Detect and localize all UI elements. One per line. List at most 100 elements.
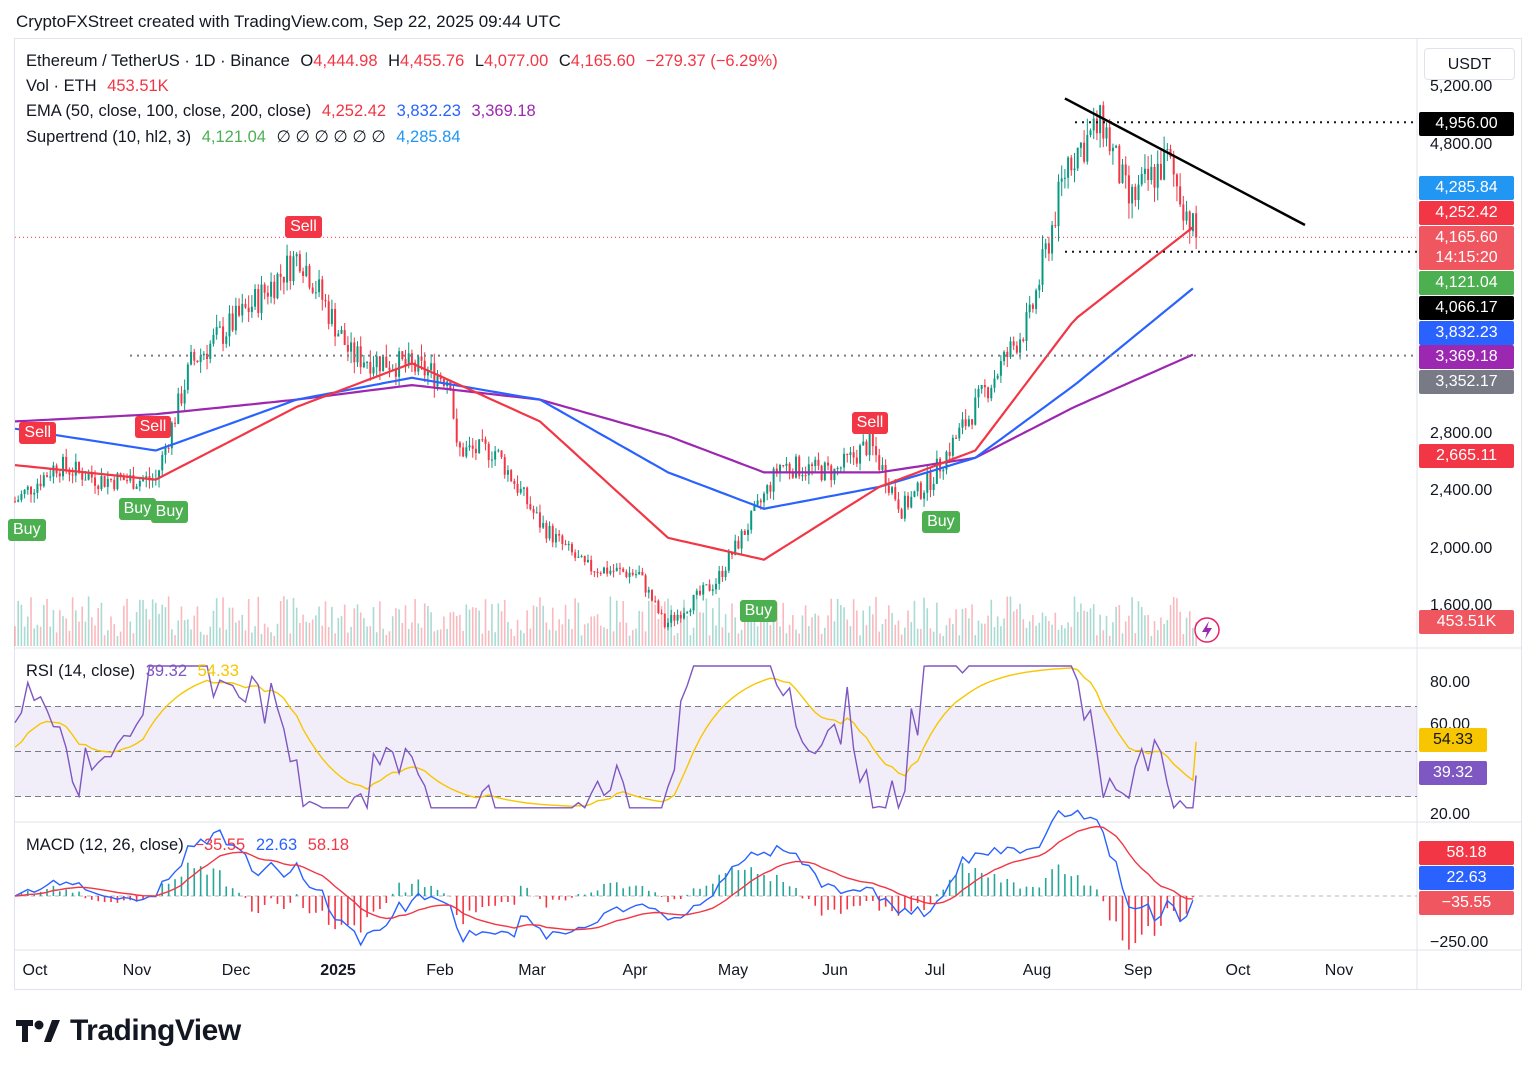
price-axis-label: 2,800.00 (1430, 425, 1493, 442)
candle-body (183, 389, 186, 404)
macd-label[interactable]: MACD (12, 26, close) (26, 836, 184, 854)
volume-bar (292, 598, 295, 646)
volume-bar (987, 615, 989, 646)
volume-bar (548, 629, 551, 646)
volume-bar (888, 605, 890, 646)
time-axis-label: Jun (822, 962, 848, 979)
volume-bar (139, 599, 141, 646)
macd-histogram-bar (180, 876, 183, 896)
candle-body (1019, 339, 1022, 353)
volume-bar (615, 600, 618, 646)
volume-bar (187, 619, 189, 646)
macd-histogram-bar (167, 883, 170, 896)
volume-bar (529, 628, 532, 646)
candle-body (519, 488, 522, 493)
volume-bar (241, 614, 244, 646)
volume-bar (532, 605, 535, 646)
candle-body (394, 369, 397, 377)
candle-body (577, 556, 580, 558)
candle-body (324, 299, 327, 302)
macd-histogram-bar (257, 896, 260, 913)
macd-histogram-bar (795, 888, 797, 896)
candle-body (1111, 147, 1114, 152)
volume-bar (1086, 611, 1089, 646)
volume-bar (500, 611, 503, 646)
tradingview-logo[interactable]: TradingView (16, 1014, 241, 1048)
volume-bar (628, 635, 631, 646)
volume-bar (801, 615, 804, 646)
candle-body (385, 356, 388, 368)
macd-histogram-bar (404, 892, 407, 896)
candle-body (775, 468, 778, 474)
volume-bar (1131, 597, 1133, 646)
volume-bar (599, 625, 602, 646)
volume-bar (436, 630, 439, 646)
volume-bar (958, 635, 961, 646)
volume-bar (996, 616, 999, 646)
volume-bar (478, 610, 480, 646)
volume-bar (974, 635, 977, 646)
volume-bar (1112, 622, 1114, 646)
macd-histogram-bar (654, 892, 656, 896)
volume-bar (785, 633, 788, 646)
volume-value: 453.51K (107, 77, 169, 95)
candle-body (1191, 213, 1194, 232)
candle-body (190, 351, 193, 365)
volume-bar (580, 635, 583, 646)
volume-bar (795, 629, 797, 646)
supertrend-down-value: 4,285.84 (396, 128, 461, 146)
candle-body (244, 303, 247, 308)
volume-bar (318, 606, 320, 646)
macd-histogram-bar (936, 894, 938, 896)
volume-bar (235, 622, 237, 646)
candle-body (602, 567, 605, 574)
volume-bar (1115, 606, 1117, 646)
candle-body (1076, 147, 1079, 169)
supertrend-label[interactable]: Supertrend (10, hl2, 3) (26, 128, 192, 146)
candle-body (615, 567, 618, 572)
volume-bar (116, 635, 119, 646)
macd-histogram-bar (571, 896, 573, 898)
candle-body (865, 441, 868, 456)
rsi-label-box: 54.33 (1419, 728, 1487, 752)
volume-bar (1121, 633, 1124, 646)
volume-bar (231, 607, 234, 646)
candle-body (955, 437, 958, 439)
rsi-label[interactable]: RSI (14, close) (26, 662, 136, 680)
candle-body (455, 418, 458, 443)
buy-signal-label: Buy (8, 519, 46, 541)
candle-body (474, 448, 477, 453)
volume-bar (910, 622, 913, 646)
volume-bar (503, 599, 506, 646)
candle-body (769, 485, 772, 492)
candle-body (673, 614, 676, 621)
macd-histogram-bar (711, 883, 714, 896)
ema-label[interactable]: EMA (50, close, 100, close, 200, close) (26, 102, 312, 120)
macd-histogram-bar (110, 896, 112, 903)
candle-body (542, 523, 545, 528)
rsi-axis-label: 80.00 (1430, 674, 1471, 691)
candle-body (94, 477, 97, 486)
sell-signal-label: Sell (285, 216, 322, 238)
candle-body (836, 468, 839, 470)
macd-histogram-bar (455, 896, 458, 915)
volume-bar (158, 613, 160, 646)
volume-bar (238, 620, 240, 646)
macd-histogram-bar (641, 885, 644, 896)
volume-bar (14, 626, 16, 646)
macd-histogram-bar (65, 889, 68, 896)
symbol-title[interactable]: Ethereum / TetherUS · 1D · Binance (26, 52, 290, 70)
volume-bar (395, 608, 397, 646)
volume-bar (859, 635, 861, 646)
price-label-box: 4,252.42 (1419, 201, 1514, 225)
volume-bar (1163, 623, 1165, 646)
volume-bar (177, 620, 180, 646)
price-label-box: 4,285.84 (1419, 176, 1514, 200)
volume-bar (1025, 627, 1028, 646)
volume-bar (203, 634, 205, 646)
candle-body (87, 473, 90, 480)
currency-button[interactable]: USDT (1424, 48, 1515, 80)
volume-label[interactable]: Vol · ETH (26, 77, 97, 95)
chart-caption: CryptoFXStreet created with TradingView.… (16, 12, 561, 31)
